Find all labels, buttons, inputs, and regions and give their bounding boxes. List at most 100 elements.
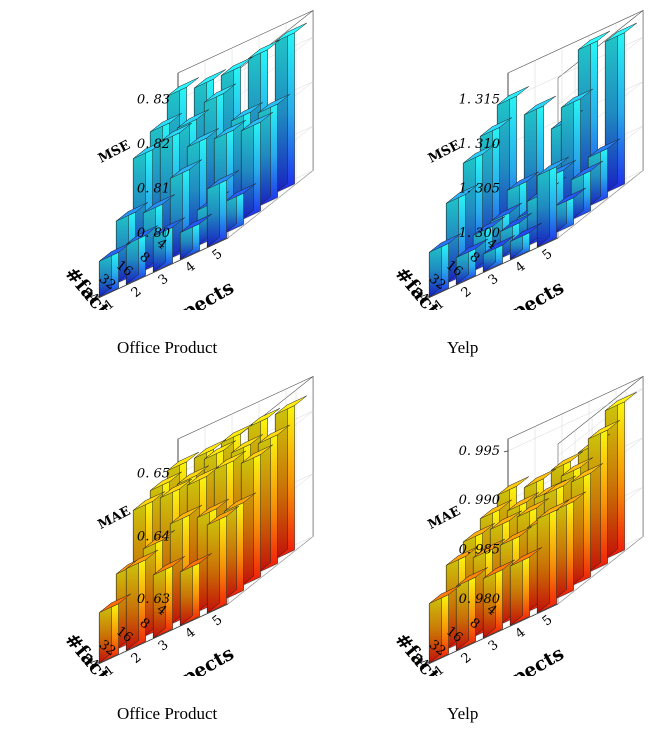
z-tick-label: 1. 305 <box>459 182 500 197</box>
bar-top <box>221 423 253 443</box>
bar-top <box>170 159 202 179</box>
z-tick-label: 0. 985 <box>459 543 500 558</box>
bar-shade <box>180 223 193 260</box>
aspect-tick-label: 3 <box>156 271 172 288</box>
bars <box>98 22 307 298</box>
bar-top <box>207 170 239 190</box>
bar <box>523 95 556 231</box>
bar <box>98 593 131 664</box>
bar <box>428 233 461 298</box>
bar <box>553 187 586 234</box>
bars <box>428 22 637 298</box>
bar <box>125 549 158 651</box>
bar-shade <box>588 429 601 573</box>
z-tick-label: 0. 63 <box>137 592 170 607</box>
bar-top <box>187 466 219 486</box>
aspects-axis-label: #aspects <box>474 276 568 310</box>
bar-top <box>248 39 280 59</box>
bar-top <box>429 584 461 604</box>
bar-top <box>588 420 620 440</box>
bar <box>206 170 239 248</box>
bar-top <box>248 408 280 428</box>
bar-top <box>150 112 182 133</box>
bar-top <box>170 504 202 525</box>
bar-shade <box>170 168 183 259</box>
bar-top <box>180 553 212 573</box>
bar-shade <box>180 562 193 626</box>
bar <box>462 144 495 271</box>
z-tick-label: 1. 300 <box>459 226 500 241</box>
aspect-tick-label: 2 <box>129 284 145 301</box>
axis-line <box>422 603 559 667</box>
bar <box>240 112 273 221</box>
bar <box>482 559 515 639</box>
z-tick-label: 0. 995 <box>459 444 500 459</box>
bar-top <box>490 510 522 530</box>
bar-top <box>167 77 199 97</box>
bar-top <box>571 160 603 181</box>
bar-top <box>143 530 175 550</box>
caption: Office Product <box>117 704 218 723</box>
bar-shade <box>143 539 156 637</box>
z-tick-label: 1. 310 <box>459 137 500 152</box>
z-tick-label: 0. 81 <box>137 182 170 197</box>
bar <box>455 567 488 651</box>
grid-line <box>557 37 644 105</box>
caption: Office Product <box>117 338 218 357</box>
aspect-tick-label: 5 <box>540 246 556 263</box>
bar-top <box>275 22 307 42</box>
bar-top <box>578 30 610 51</box>
bar-top <box>446 546 478 566</box>
bar-top <box>510 547 542 567</box>
bar <box>240 444 273 587</box>
bar-shade <box>510 231 523 260</box>
bar-shade <box>143 203 156 271</box>
bar-top <box>258 94 290 114</box>
bar <box>223 183 256 234</box>
bar-top <box>480 499 512 519</box>
bar-top <box>561 88 593 108</box>
bar-shade <box>153 226 166 272</box>
bar-shade <box>510 556 523 626</box>
bar <box>428 584 461 664</box>
aspects-axis-label: #aspects <box>144 642 238 676</box>
bar <box>152 556 185 639</box>
bar-shade <box>537 509 550 613</box>
bar-shade <box>500 535 513 625</box>
bar-shade <box>497 95 510 243</box>
z-axis-label: MSE <box>426 138 463 167</box>
bar-top <box>153 217 185 237</box>
bar-top <box>187 128 219 148</box>
aspect-tick-label: 3 <box>486 637 502 654</box>
bar <box>455 238 488 285</box>
grid-line <box>227 170 314 239</box>
bar-shade <box>197 200 210 246</box>
grid-line <box>557 388 644 457</box>
bar-shade <box>207 179 220 247</box>
bar-top <box>150 471 182 491</box>
bar-shade <box>258 103 271 207</box>
z-axis-label: MAE <box>96 504 134 533</box>
bar <box>125 225 158 285</box>
bar <box>445 546 478 650</box>
bar <box>179 213 212 260</box>
aspect-tick-label: 5 <box>540 612 556 629</box>
bar-top <box>456 567 488 587</box>
grid-line <box>557 170 644 239</box>
bar-top <box>133 139 165 159</box>
aspect-tick-label: 4 <box>183 625 199 642</box>
bar-shade <box>116 564 129 650</box>
bar-top <box>241 112 273 132</box>
caption: Yelp <box>447 704 479 723</box>
bar <box>604 391 637 560</box>
bar-top <box>473 216 505 236</box>
bar <box>499 212 532 259</box>
bar-shade <box>275 32 288 193</box>
bar-top <box>561 457 593 477</box>
bar-top <box>167 451 199 472</box>
bar <box>223 492 256 600</box>
bar-shade <box>275 404 288 559</box>
bar <box>536 156 569 248</box>
